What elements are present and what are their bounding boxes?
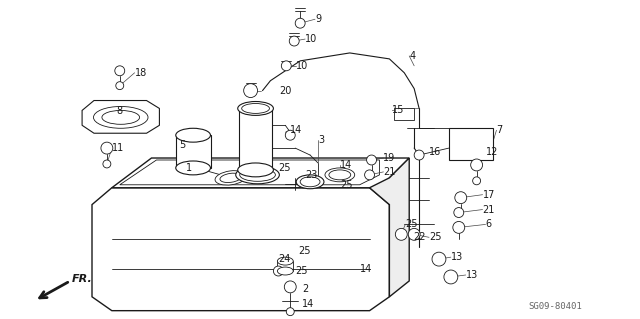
Circle shape (284, 281, 296, 293)
Circle shape (455, 192, 467, 204)
Text: 6: 6 (486, 219, 492, 229)
Text: 13: 13 (451, 252, 463, 262)
Text: 14: 14 (340, 160, 352, 170)
Text: 19: 19 (383, 153, 396, 163)
Text: 5: 5 (179, 140, 186, 150)
Text: 12: 12 (486, 147, 498, 157)
Ellipse shape (93, 107, 148, 128)
Text: 23: 23 (305, 170, 317, 180)
Text: 25: 25 (429, 232, 442, 242)
Text: 24: 24 (278, 254, 291, 264)
Circle shape (414, 150, 424, 160)
Circle shape (408, 228, 420, 240)
Text: 18: 18 (134, 68, 147, 78)
Text: 10: 10 (296, 61, 308, 71)
Polygon shape (82, 100, 159, 133)
Ellipse shape (236, 166, 279, 184)
Circle shape (116, 82, 124, 90)
Text: 16: 16 (429, 147, 442, 157)
Ellipse shape (325, 168, 355, 182)
Circle shape (453, 221, 465, 234)
Circle shape (396, 228, 407, 240)
Circle shape (282, 61, 291, 71)
Circle shape (115, 66, 125, 76)
Ellipse shape (296, 175, 324, 189)
Circle shape (244, 84, 257, 98)
Ellipse shape (237, 163, 273, 177)
Ellipse shape (176, 161, 211, 175)
Text: 9: 9 (315, 14, 321, 24)
Circle shape (444, 270, 458, 284)
Ellipse shape (242, 103, 269, 114)
Ellipse shape (237, 101, 273, 115)
Text: 25: 25 (278, 163, 291, 173)
Polygon shape (369, 158, 409, 297)
Text: 13: 13 (466, 270, 478, 280)
Polygon shape (120, 160, 380, 185)
Ellipse shape (220, 173, 241, 182)
Text: 25: 25 (298, 246, 310, 256)
Circle shape (454, 208, 464, 218)
Text: 20: 20 (279, 85, 292, 96)
Text: 14: 14 (360, 264, 372, 274)
Text: 22: 22 (413, 232, 426, 242)
Polygon shape (176, 135, 211, 168)
Circle shape (470, 159, 483, 171)
Ellipse shape (300, 177, 320, 187)
Ellipse shape (176, 128, 211, 142)
Text: 25: 25 (340, 180, 353, 190)
Circle shape (365, 170, 374, 180)
Circle shape (286, 308, 294, 315)
Ellipse shape (102, 110, 140, 124)
Circle shape (285, 130, 295, 140)
Text: 15: 15 (392, 106, 404, 115)
Polygon shape (92, 188, 389, 311)
Circle shape (473, 177, 481, 185)
Text: 17: 17 (483, 190, 495, 200)
Text: 21: 21 (383, 167, 396, 177)
Circle shape (367, 155, 376, 165)
Text: FR.: FR. (72, 274, 93, 284)
Text: 3: 3 (318, 135, 324, 145)
Circle shape (432, 252, 446, 266)
Text: 7: 7 (497, 125, 502, 135)
Text: 10: 10 (305, 34, 317, 44)
Text: 25: 25 (295, 266, 308, 276)
Ellipse shape (329, 170, 351, 180)
Text: 2: 2 (302, 284, 308, 294)
Text: 21: 21 (483, 204, 495, 215)
Circle shape (103, 160, 111, 168)
Text: 8: 8 (116, 107, 123, 116)
Text: 11: 11 (112, 143, 124, 153)
Text: SG09-80401: SG09-80401 (528, 302, 582, 311)
Ellipse shape (277, 257, 293, 265)
Text: 14: 14 (302, 299, 314, 309)
Ellipse shape (240, 168, 275, 181)
Text: 14: 14 (291, 125, 303, 135)
Polygon shape (394, 108, 414, 120)
Polygon shape (239, 108, 273, 170)
Ellipse shape (215, 171, 246, 185)
Circle shape (289, 36, 299, 46)
Circle shape (295, 18, 305, 28)
Circle shape (101, 142, 113, 154)
Polygon shape (112, 158, 409, 188)
Text: 25: 25 (405, 219, 418, 229)
Text: 4: 4 (409, 51, 415, 61)
Polygon shape (449, 128, 493, 160)
Circle shape (273, 266, 284, 276)
Text: 1: 1 (186, 163, 192, 173)
Ellipse shape (277, 267, 293, 275)
